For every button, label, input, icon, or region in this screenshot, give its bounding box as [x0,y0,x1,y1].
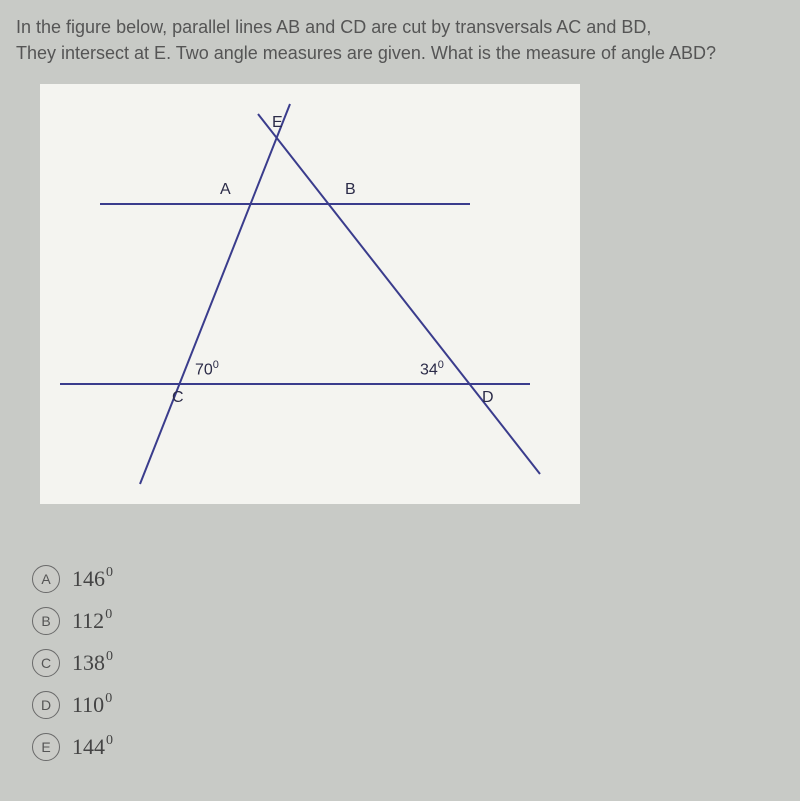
choice-letter-e: E [32,733,60,761]
figure-bg [40,84,580,504]
choice-b[interactable]: B 1120 [32,607,112,635]
angle-d-value: 34 [420,362,438,379]
angle-c-label: 700 [195,359,219,379]
choice-value-d: 1100 [72,692,111,718]
answer-choices: A 1460 B 1120 C 1380 D 1100 E 1440 [32,565,112,761]
label-c: C [172,389,184,407]
label-a: A [220,181,231,199]
choice-letter-d: D [32,691,60,719]
choice-a[interactable]: A 1460 [32,565,112,593]
label-b: B [345,181,356,199]
angle-c-deg: 0 [213,359,219,371]
question-line-2: They intersect at E. Two angle measures … [16,40,784,66]
label-d: D [482,389,494,407]
choice-e[interactable]: E 1440 [32,733,112,761]
choice-letter-b: B [32,607,60,635]
choice-value-e: 1440 [72,734,112,760]
question-line-1: In the figure below, parallel lines AB a… [16,14,784,40]
choice-value-c: 1380 [72,650,112,676]
angle-d-deg: 0 [438,359,444,371]
choice-letter-a: A [32,565,60,593]
choice-letter-c: C [32,649,60,677]
choice-value-b: 1120 [72,608,111,634]
geometry-figure: E A B C D 700 340 [40,84,580,504]
choice-c[interactable]: C 1380 [32,649,112,677]
figure-svg [40,84,580,504]
angle-c-value: 70 [195,362,213,379]
label-e: E [272,114,283,132]
question-text: In the figure below, parallel lines AB a… [0,0,800,74]
choice-d[interactable]: D 1100 [32,691,112,719]
angle-d-label: 340 [420,359,444,379]
choice-value-a: 1460 [72,566,112,592]
